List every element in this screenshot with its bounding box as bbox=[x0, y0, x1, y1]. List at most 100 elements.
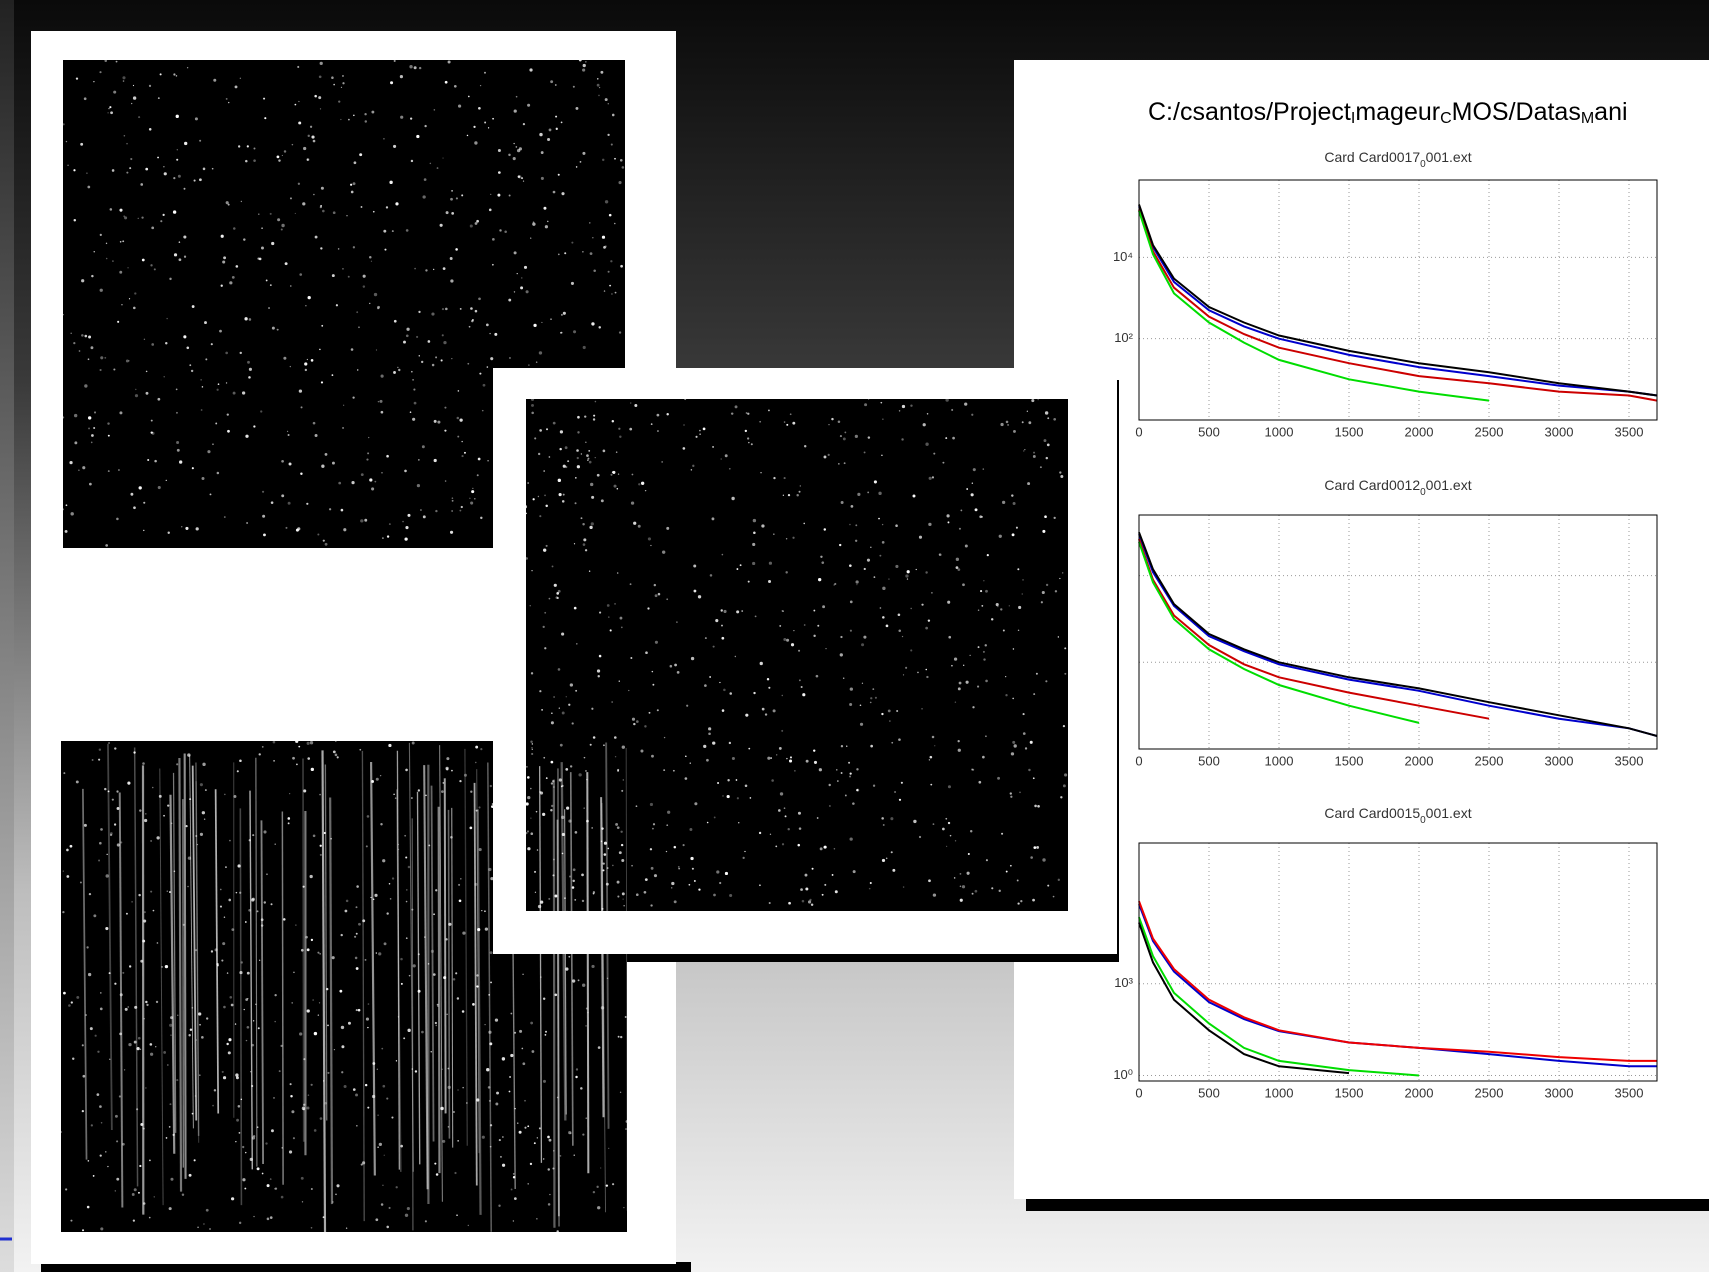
speck bbox=[462, 1087, 464, 1089]
speck bbox=[582, 523, 584, 525]
speck bbox=[152, 787, 154, 789]
speck bbox=[1020, 900, 1022, 902]
speck bbox=[629, 428, 632, 431]
speck bbox=[1033, 452, 1035, 454]
speck bbox=[283, 918, 286, 921]
speck bbox=[773, 709, 776, 712]
subscript: M bbox=[1581, 110, 1594, 127]
speck bbox=[820, 556, 822, 558]
speck bbox=[406, 229, 409, 232]
speck bbox=[123, 80, 125, 82]
speck bbox=[531, 398, 534, 401]
speck bbox=[1037, 805, 1040, 808]
speck bbox=[652, 828, 654, 830]
speck bbox=[596, 1186, 598, 1188]
speck bbox=[366, 1018, 369, 1021]
speck bbox=[750, 797, 752, 799]
speck bbox=[133, 506, 136, 509]
speck bbox=[461, 455, 463, 457]
speck bbox=[474, 498, 475, 499]
speck bbox=[121, 304, 122, 305]
speck bbox=[1017, 568, 1019, 570]
speck bbox=[605, 98, 608, 101]
speck bbox=[368, 437, 369, 438]
speck bbox=[1030, 741, 1033, 744]
speck bbox=[598, 675, 600, 677]
speck bbox=[574, 607, 577, 610]
speck bbox=[176, 159, 178, 161]
speck bbox=[146, 1004, 148, 1006]
speck bbox=[706, 759, 709, 762]
speck bbox=[60, 1131, 61, 1132]
speck bbox=[899, 799, 901, 801]
speck bbox=[100, 1008, 103, 1011]
speck bbox=[671, 887, 672, 888]
speck bbox=[582, 984, 585, 987]
speck bbox=[413, 389, 415, 391]
speck bbox=[475, 762, 476, 763]
speck bbox=[154, 268, 156, 270]
speck bbox=[470, 501, 473, 504]
speck bbox=[773, 534, 774, 535]
y-tick-label: 10⁴ bbox=[1113, 249, 1133, 264]
speck bbox=[403, 341, 406, 344]
speck bbox=[382, 537, 383, 538]
speck bbox=[320, 206, 322, 208]
speck bbox=[780, 792, 783, 795]
speck bbox=[331, 76, 334, 79]
speck bbox=[741, 610, 743, 612]
speck bbox=[444, 430, 446, 432]
speck bbox=[242, 1146, 244, 1148]
speck bbox=[305, 305, 306, 306]
speck bbox=[327, 1072, 329, 1074]
speck bbox=[910, 649, 912, 651]
speck bbox=[206, 1017, 208, 1019]
speck bbox=[396, 1060, 397, 1061]
speck bbox=[1044, 439, 1047, 442]
speck bbox=[492, 264, 494, 266]
speck bbox=[736, 568, 738, 570]
speck bbox=[92, 759, 94, 761]
speck bbox=[651, 423, 653, 425]
speck bbox=[536, 811, 538, 813]
speck bbox=[559, 448, 561, 450]
speck bbox=[483, 384, 486, 387]
speck bbox=[346, 215, 347, 216]
speck bbox=[557, 597, 559, 599]
speck bbox=[169, 1207, 172, 1210]
speck bbox=[727, 779, 729, 781]
speck bbox=[1012, 698, 1014, 700]
speck bbox=[587, 459, 588, 460]
speck bbox=[719, 882, 721, 884]
speck bbox=[468, 1225, 469, 1226]
speck bbox=[729, 468, 731, 470]
speck bbox=[590, 483, 593, 486]
speck bbox=[317, 534, 319, 536]
speck bbox=[277, 329, 279, 331]
speck bbox=[418, 311, 420, 313]
x-tick-label: 2500 bbox=[1475, 424, 1504, 439]
speck bbox=[902, 636, 903, 637]
speck bbox=[560, 744, 563, 747]
speck bbox=[813, 635, 815, 637]
speck bbox=[274, 1021, 275, 1022]
speck bbox=[150, 891, 152, 893]
speck bbox=[82, 466, 85, 469]
speck bbox=[425, 795, 426, 796]
speck bbox=[500, 920, 503, 923]
speck bbox=[158, 486, 161, 489]
speck bbox=[618, 181, 621, 184]
speck bbox=[374, 293, 377, 296]
speck bbox=[882, 859, 885, 862]
speck bbox=[434, 459, 437, 462]
speck bbox=[165, 965, 168, 968]
speck bbox=[1064, 673, 1066, 675]
speck bbox=[192, 467, 194, 469]
speck bbox=[746, 412, 748, 414]
speck bbox=[149, 128, 152, 131]
speck bbox=[589, 461, 592, 464]
speck bbox=[620, 265, 623, 268]
speck bbox=[460, 308, 462, 310]
speck bbox=[585, 61, 586, 62]
speck bbox=[288, 817, 291, 820]
